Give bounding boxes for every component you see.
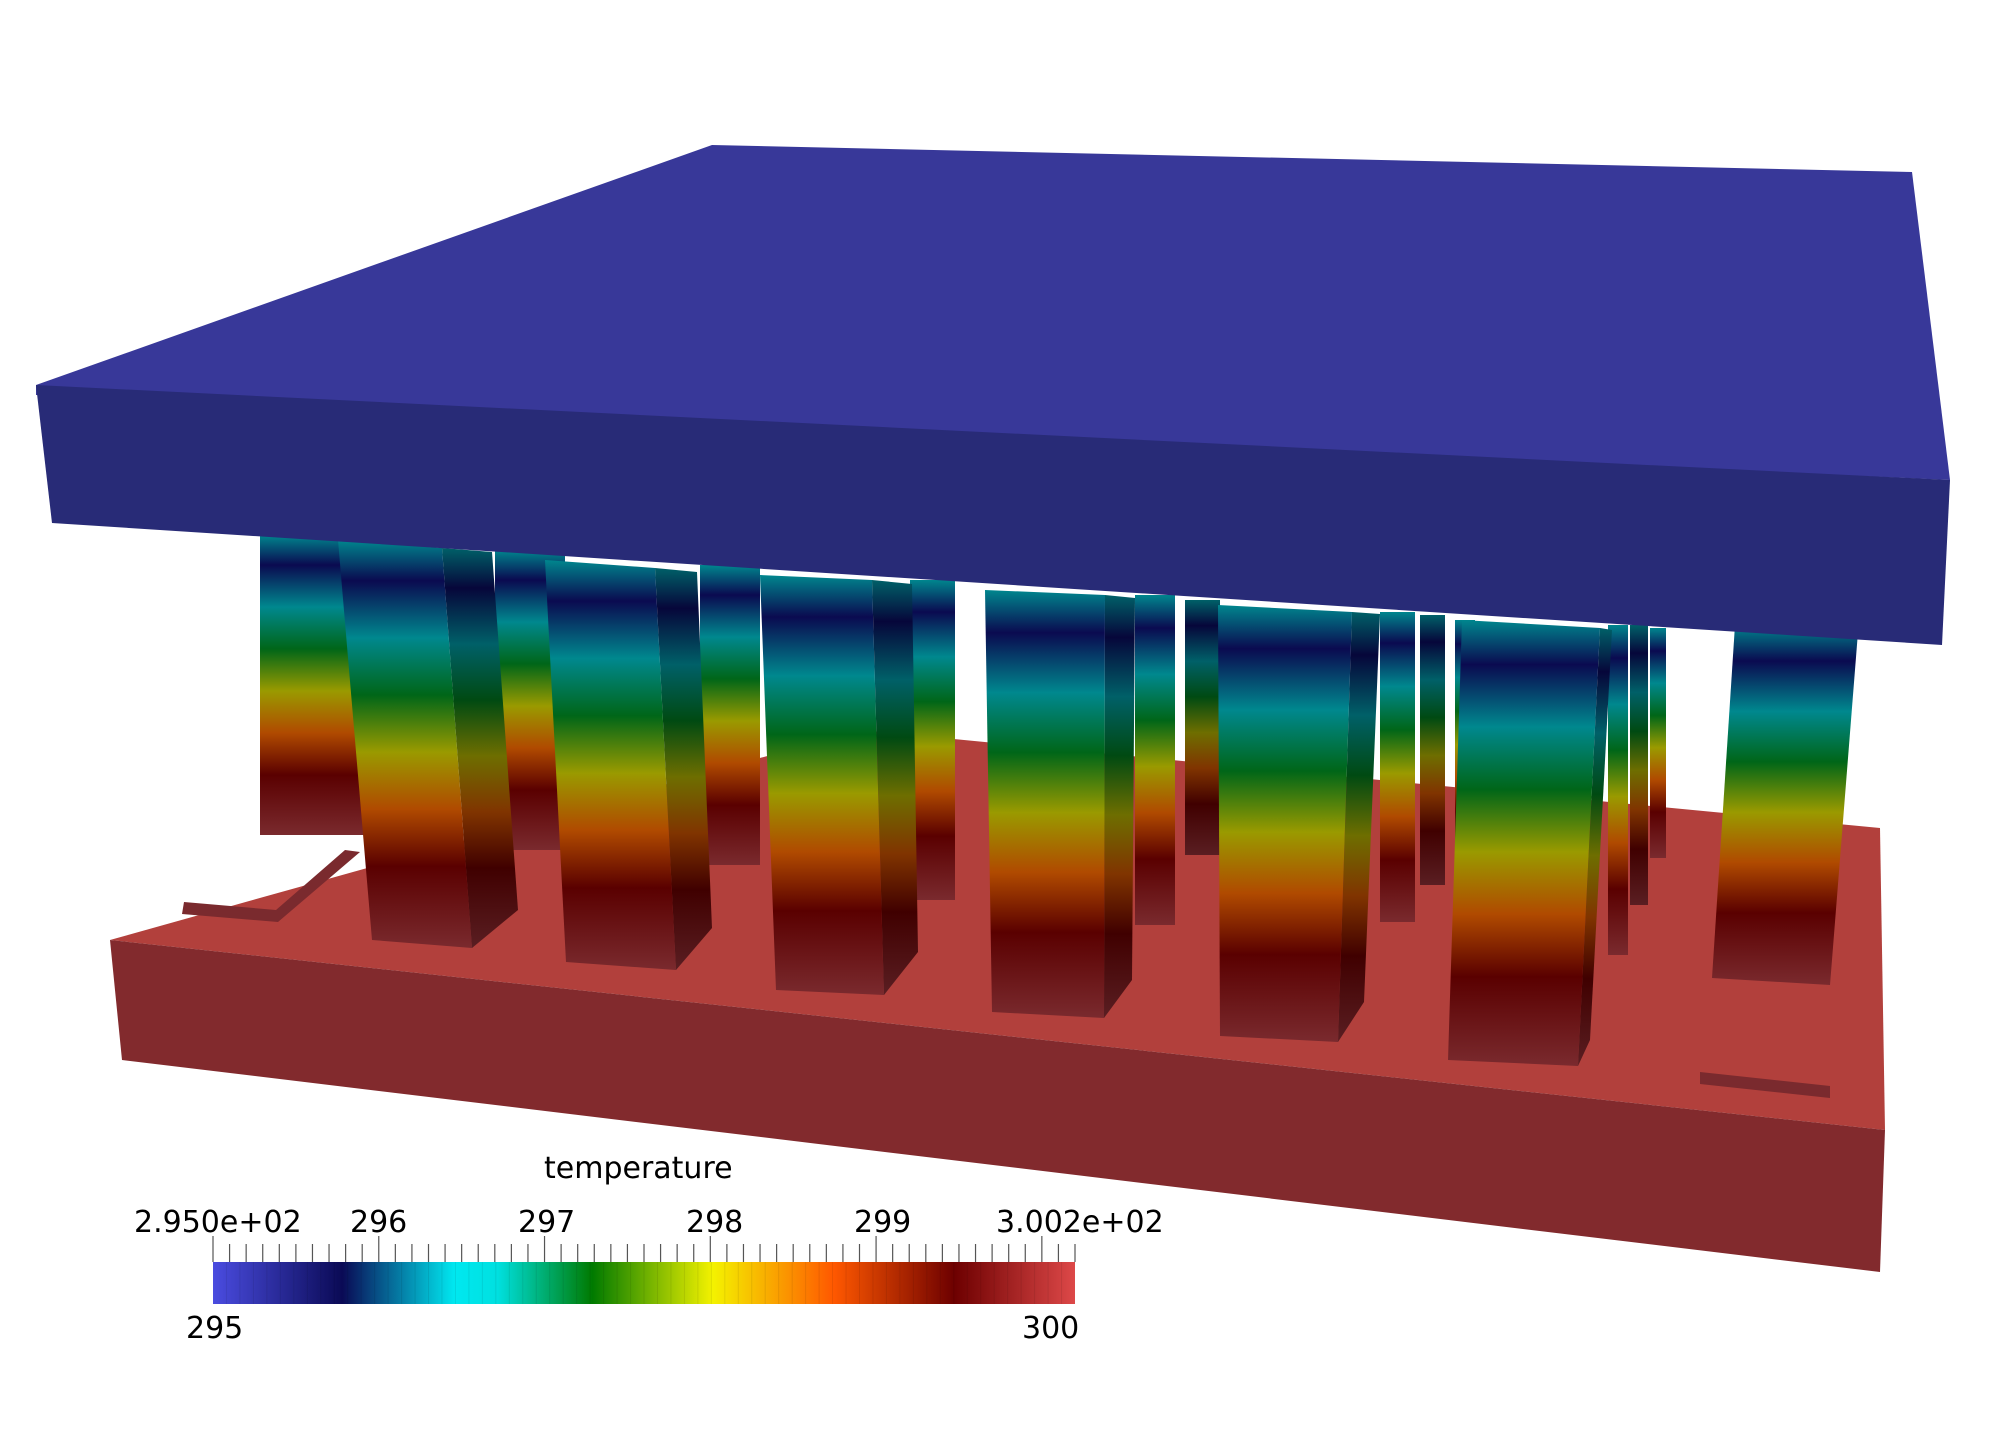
fin (1630, 625, 1648, 905)
color-bar-min-label: 295 (186, 1311, 244, 1346)
fin (910, 580, 955, 900)
top-plate (36, 145, 1950, 645)
fin-side (1338, 612, 1380, 1042)
color-bar-gradient (213, 1262, 1075, 1304)
fin-side (655, 568, 712, 970)
color-bar-tick-label: 3.002e+02 (996, 1205, 1164, 1240)
fin (985, 590, 1105, 1018)
color-bar-ticks (212, 1236, 1076, 1262)
color-bar-bands (225, 1262, 1063, 1304)
fin-side (442, 548, 518, 948)
fin (760, 575, 884, 995)
fin (1135, 595, 1175, 925)
color-bar-tick-label: 296 (350, 1205, 408, 1240)
fin (700, 565, 760, 865)
fin-side (1578, 628, 1612, 1066)
top-plate-top (36, 145, 1950, 480)
fin (1650, 628, 1666, 858)
fin (1420, 615, 1445, 885)
base-slot-left (182, 850, 360, 922)
color-bar-max-label: 300 (1022, 1311, 1080, 1346)
top-plate-front (36, 385, 1950, 645)
fin (1448, 620, 1600, 1066)
color-bar-title: temperature (544, 1151, 733, 1186)
base-plate-front (110, 940, 1885, 1272)
fin-side (1104, 595, 1135, 1018)
color-bar (212, 1236, 1076, 1304)
heat-sink-fins (260, 535, 1858, 1066)
color-bar-tick-label: 298 (686, 1205, 744, 1240)
color-bar-tick-label: 2.950e+02 (134, 1205, 302, 1240)
color-bar-tick-label: 299 (854, 1205, 912, 1240)
fin (545, 560, 676, 970)
fin-side (872, 580, 918, 995)
fin (1608, 625, 1628, 955)
fin (1185, 600, 1220, 855)
color-bar-tick-label: 297 (518, 1205, 576, 1240)
fin (1712, 625, 1858, 985)
fin (1380, 612, 1415, 922)
fin (338, 540, 472, 948)
fin (1218, 605, 1352, 1042)
base-slot-right (1700, 1072, 1830, 1098)
